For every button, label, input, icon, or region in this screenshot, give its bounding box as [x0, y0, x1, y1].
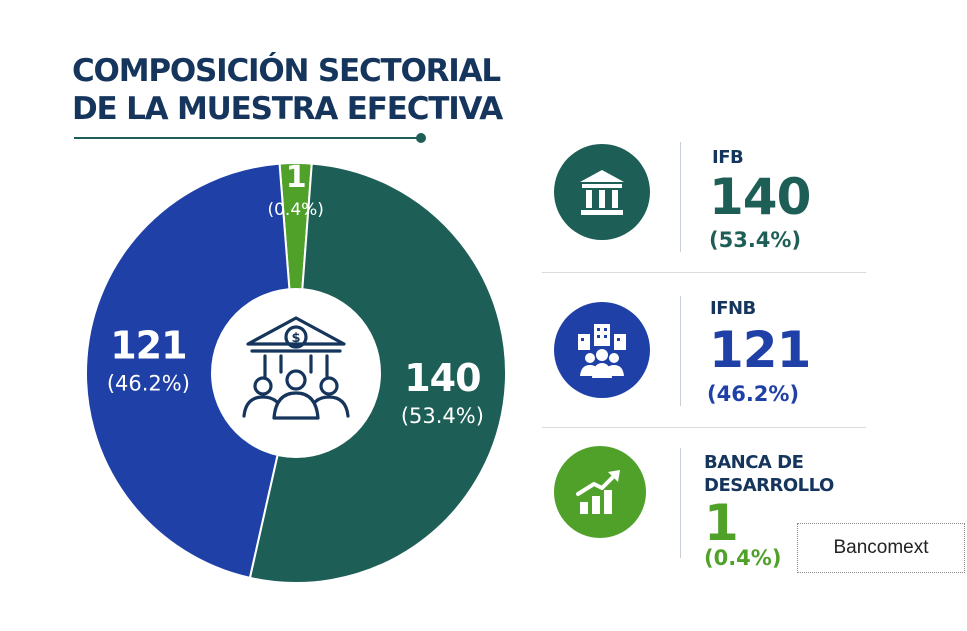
- slice-ifb-pct-label: (53.4%): [401, 404, 484, 428]
- buildings-people-icon: [578, 324, 626, 378]
- legend-ifnb-icon-circle: [554, 302, 650, 398]
- svg-text:$: $: [291, 331, 300, 346]
- title-line-2: DE LA MUESTRA EFECTIVA: [72, 91, 503, 127]
- legend-ifnb-name: IFNB: [710, 298, 756, 319]
- legend-ifb-divider: [680, 142, 681, 252]
- legend-banca-pct: (0.4%): [704, 546, 782, 570]
- slice-ifnb-pct-label: (46.2%): [107, 371, 190, 395]
- note-text: Bancomext: [833, 537, 929, 558]
- note-box: Bancomext: [797, 523, 965, 573]
- legend-banca-name-line-2: DESARROLLO: [704, 475, 834, 496]
- title-underline: [74, 137, 420, 139]
- slice-banca-value-label: 1: [286, 160, 306, 195]
- slice-ifb-value-label: 140: [404, 356, 480, 400]
- legend-banca-value: 1: [704, 494, 739, 552]
- title-underline-dot: [416, 133, 426, 143]
- bank-people-icon: $: [242, 316, 350, 420]
- slice-banca-pct-label: (0.4%): [267, 200, 323, 220]
- legend-separator-1: [542, 272, 866, 273]
- legend-banca-icon-circle: [554, 446, 646, 538]
- legend-banca-name-line-1: BANCA DE: [704, 452, 804, 473]
- slice-ifnb-value-label: 121: [110, 323, 186, 367]
- donut-hole: [211, 288, 381, 458]
- slice-ifnb: [85, 162, 298, 580]
- legend-separator-2: [542, 427, 866, 428]
- legend-ifnb-divider: [680, 296, 681, 406]
- legend-ifnb-pct: (46.2%): [707, 382, 800, 406]
- page-title: COMPOSICIÓN SECTORIAL DE LA MUESTRA EFEC…: [72, 52, 503, 128]
- growth-chart-icon: [576, 470, 620, 514]
- legend-ifb-pct: (53.4%): [709, 228, 802, 252]
- legend-ifnb-value: 121: [709, 321, 811, 379]
- legend-ifb-value: 140: [709, 168, 811, 226]
- bank-building-icon: [580, 170, 624, 215]
- slice-labels: 1 (0.4%) 140 (53.4%) 121 (46.2%): [107, 160, 484, 428]
- title-line-1: COMPOSICIÓN SECTORIAL: [72, 53, 501, 89]
- legend-banca-divider: [680, 448, 681, 558]
- legend-ifb-name: IFB: [712, 147, 744, 168]
- legend-ifb-icon-circle: [554, 144, 650, 240]
